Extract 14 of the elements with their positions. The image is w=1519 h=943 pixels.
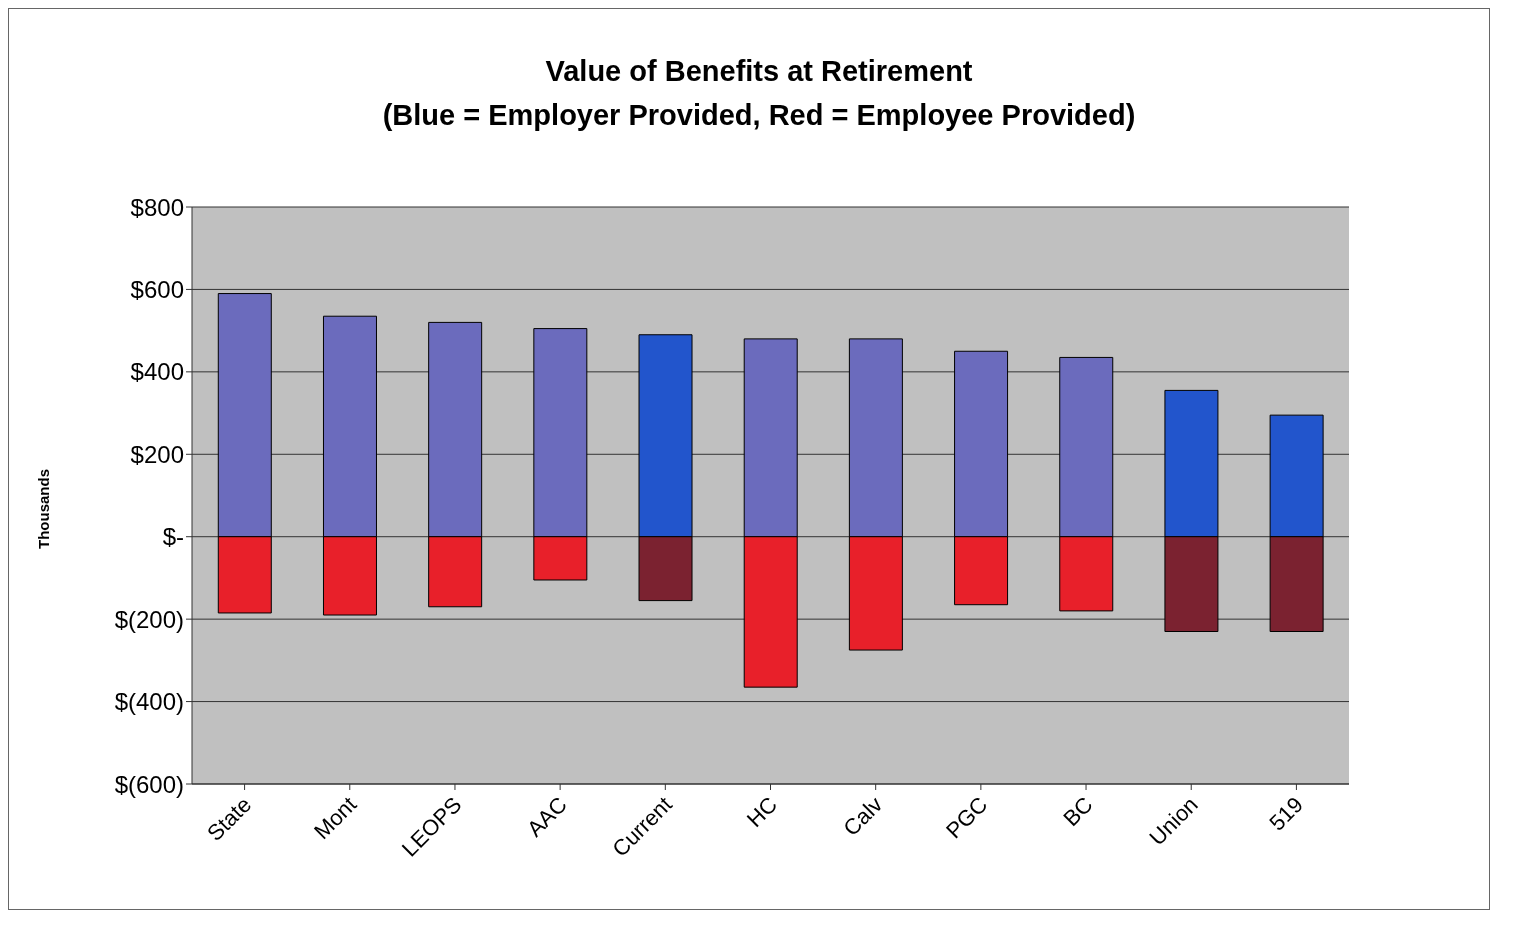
chart-title: Value of Benefits at Retirement (Blue = Employer Provided, Red = Employee Provided) [381, 54, 1137, 133]
x-tick-label: HC [741, 791, 783, 833]
y-tick-label: $400 [130, 358, 184, 386]
y-tick-label: $- [162, 523, 184, 551]
x-tick-label: 519 [1264, 791, 1308, 836]
y-tick-label: $(600) [114, 770, 184, 798]
y-tick-label: $(200) [114, 605, 184, 633]
y-tick-label: $(400) [114, 688, 184, 716]
x-tick-label: BC [1058, 791, 1098, 832]
y-tick-label: $600 [130, 275, 184, 303]
x-tick-label: Calv [838, 791, 888, 841]
y-axis-title: Thousands [34, 468, 52, 549]
y-tick-label: $200 [130, 440, 184, 468]
y-tick-label: $800 [130, 193, 184, 221]
